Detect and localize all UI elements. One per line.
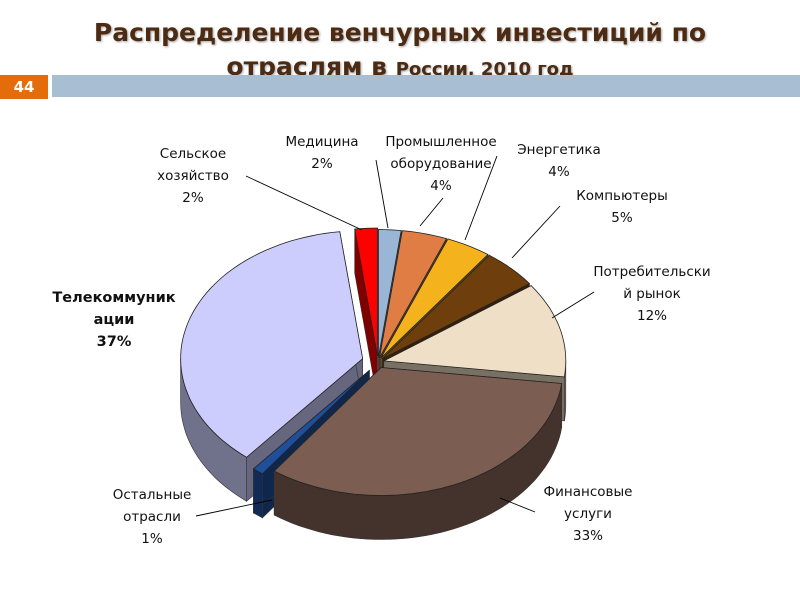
- slice-label-6-line-2: 1%: [141, 531, 163, 547]
- slice-label-2-line-1: 4%: [548, 164, 570, 180]
- title-line-1: Распределение венчурных инвестиций по: [93, 18, 707, 47]
- slide-title: Распределение венчурных инвестиций по от…: [40, 16, 760, 87]
- slice-label-5-line-2: 33%: [573, 528, 603, 544]
- pie-slice-3: [381, 254, 531, 360]
- slice-label-7-line-1: ации: [94, 312, 135, 328]
- slice-label-5-line-1: услуги: [564, 506, 612, 522]
- slice-label-6: Остальные отрасли 1%: [113, 487, 192, 547]
- slice-label-7-line-2: 37%: [97, 334, 132, 350]
- slice-label-7-line-0: Телекоммуник: [52, 290, 175, 306]
- slice-label-8-line-0: Сельское: [160, 146, 226, 162]
- pie-slice-1: [379, 230, 448, 358]
- slice-label-1-line-0: Промышленное: [385, 134, 496, 150]
- slice-label-4: Потребительски й рынок 12%: [593, 264, 710, 324]
- slice-label-3-line-1: 5%: [611, 210, 633, 226]
- pie-slice-0: [377, 229, 402, 358]
- slide-number: 44: [13, 78, 35, 96]
- leader-line-2: [464, 155, 498, 241]
- pie-slice-4: [382, 285, 567, 378]
- leader-line-4: [551, 291, 595, 319]
- pie-slice-7: [180, 231, 364, 458]
- slice-label-8: Сельское хозяйство 2%: [157, 146, 229, 206]
- slice-label-0: Медицина 2%: [285, 134, 358, 172]
- slice-label-5-line-0: Финансовые: [544, 484, 633, 500]
- leader-line-0: [375, 159, 389, 229]
- slice-label-8-line-2: 2%: [182, 190, 204, 206]
- slide-number-badge: 44: [0, 75, 48, 99]
- slice-label-4-line-1: й рынок: [623, 286, 681, 302]
- pie-slice-6: [252, 369, 370, 475]
- leader-line-1: [419, 197, 444, 227]
- slice-label-4-line-2: 12%: [637, 308, 667, 324]
- slice-label-7: Телекоммуник ации 37%: [52, 290, 175, 350]
- leader-line-3: [511, 205, 561, 259]
- slice-label-3: Компьютеры 5%: [576, 188, 668, 226]
- slice-label-0-line-1: 2%: [311, 156, 333, 172]
- slice-label-1: Промышленное оборудование 4%: [385, 134, 496, 194]
- pie-side-6-0: [253, 468, 263, 519]
- leader-line-5: [499, 497, 536, 513]
- leader-line-6: [195, 499, 273, 517]
- pie-slice-2: [380, 238, 489, 359]
- header-bar: [52, 75, 800, 97]
- slice-label-4-line-0: Потребительски: [593, 264, 710, 280]
- slice-label-2-line-0: Энергетика: [517, 142, 601, 158]
- slice-label-2: Энергетика 4%: [517, 142, 601, 180]
- slice-label-1-line-1: оборудование: [390, 156, 491, 172]
- slice-label-6-line-1: отрасли: [123, 509, 181, 525]
- slice-label-6-line-0: Остальные: [113, 487, 192, 503]
- slice-label-8-line-1: хозяйство: [157, 168, 229, 184]
- pie-slice-8: [354, 227, 378, 357]
- leader-line-8: [245, 175, 363, 231]
- slice-label-3-line-0: Компьютеры: [576, 188, 668, 204]
- slice-label-0-line-0: Медицина: [285, 134, 358, 150]
- slice-label-1-line-2: 4%: [430, 178, 452, 194]
- pie-slice-5: [273, 367, 563, 496]
- title-line-2-b: России, 2010 год: [395, 59, 574, 80]
- slice-label-5: Финансовые услуги 33%: [544, 484, 633, 544]
